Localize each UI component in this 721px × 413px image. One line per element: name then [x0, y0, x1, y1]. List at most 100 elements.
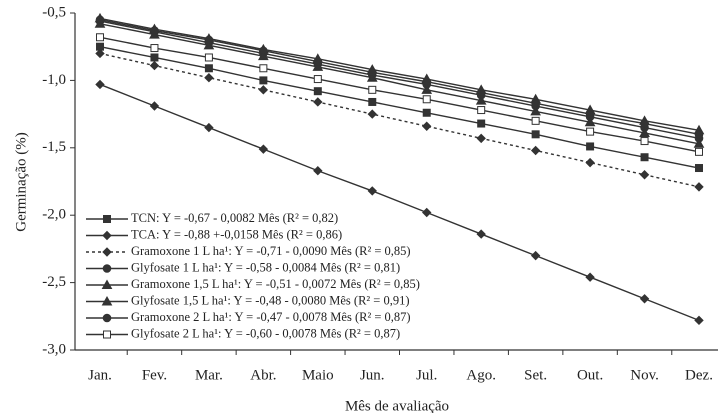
data-point: [475, 95, 487, 105]
x-tick-label: Jun.: [360, 367, 385, 383]
data-point: [258, 144, 269, 154]
y-tick-label: -2,0: [42, 207, 66, 223]
data-point: [531, 99, 540, 108]
data-point: [639, 127, 650, 137]
data-point: [368, 97, 377, 106]
y-tick-label: -1,0: [42, 72, 66, 88]
data-point: [259, 46, 268, 56]
legend-marker: [102, 264, 112, 273]
data-point: [312, 61, 324, 71]
data-point: [422, 77, 432, 87]
data-point: [586, 127, 595, 136]
x-tick-label: Maio: [302, 367, 334, 383]
data-point: [204, 35, 214, 45]
data-point: [368, 85, 377, 94]
x-axis-title: Mês de avaliação: [345, 398, 449, 413]
data-point: [476, 229, 486, 239]
legend-label: Gramoxone 2 L ha¹: Y = -0,47 - 0,0078 Mê…: [131, 310, 411, 324]
data-point: [258, 50, 269, 61]
y-tick-label: -1,5: [42, 139, 66, 155]
data-point: [204, 64, 213, 73]
legend-marker: [101, 279, 113, 289]
legend-label: TCA: Y = -0,88 +-0,0158 Mês (R² = 0,86): [131, 227, 342, 241]
legend-marker: [102, 230, 112, 241]
data-point: [639, 294, 650, 304]
data-point: [695, 147, 703, 156]
y-tick-label: -3,0: [42, 341, 66, 357]
data-point: [204, 72, 214, 83]
x-tick-label: Fev.: [142, 367, 167, 383]
data-point: [313, 97, 323, 107]
legend-label: TCN: Y = -0,67 - 0,0082 Mês (R² = 0,82): [131, 211, 338, 225]
data-point: [422, 121, 432, 131]
y-tick-label: -2,5: [42, 274, 66, 290]
data-point: [586, 142, 595, 151]
legend-marker: [102, 313, 112, 323]
data-point: [259, 64, 268, 73]
series-line: [99, 19, 700, 136]
data-point: [585, 272, 595, 282]
series-line: [99, 23, 700, 145]
data-point: [421, 84, 433, 94]
data-point: [259, 76, 268, 85]
data-point: [95, 79, 105, 90]
data-point: [150, 26, 159, 35]
data-point: [367, 68, 377, 77]
data-point: [150, 53, 159, 62]
data-point: [584, 116, 596, 127]
data-point: [149, 101, 160, 111]
legend-label: Glyfosate 2 L ha¹: Y = -0,60 - 0,0078 Mê…: [131, 326, 400, 340]
data-point: [95, 15, 105, 25]
x-tick-label: Set.: [524, 367, 547, 383]
data-point: [313, 57, 323, 66]
data-point: [476, 88, 486, 97]
data-point: [477, 106, 486, 115]
data-point: [204, 122, 214, 133]
x-tick-label: Jul.: [416, 367, 437, 383]
legend-marker: [103, 215, 111, 223]
data-point: [693, 138, 705, 148]
series-line: [99, 83, 700, 321]
series-line: [99, 46, 700, 169]
x-tick-label: Jan.: [88, 367, 112, 383]
legend-label: Gramoxone 1 L ha¹: Y = -0,71 - 0,0090 Mê…: [131, 244, 411, 258]
data-point: [313, 166, 323, 176]
data-point: [422, 95, 431, 104]
data-point: [366, 72, 378, 82]
data-point: [96, 33, 104, 42]
data-point: [150, 44, 159, 53]
data-point: [585, 109, 595, 119]
data-point: [694, 315, 704, 326]
data-point: [585, 157, 595, 168]
data-point: [204, 53, 213, 62]
y-axis-title: Germinação (%): [13, 132, 29, 232]
series-line: [99, 52, 700, 188]
data-point: [367, 109, 377, 119]
data-point: [203, 39, 215, 50]
x-tick-label: Dez.: [685, 367, 713, 383]
legend-marker: [103, 330, 111, 339]
legend-label: Gramoxone 1,5 L ha¹: Y = -0,51 - 0,0072 …: [131, 277, 420, 291]
data-point: [530, 105, 541, 116]
legend-label: Glyfosate 1 L ha¹: Y = -0,58 - 0,0084 Mê…: [131, 260, 400, 274]
x-tick-label: Abr.: [250, 367, 276, 383]
data-point: [149, 60, 160, 71]
data-point: [367, 186, 377, 196]
legend-marker: [101, 295, 113, 306]
data-point: [531, 116, 540, 125]
data-point: [422, 207, 432, 218]
data-point: [639, 170, 650, 180]
data-point: [313, 75, 322, 84]
data-point: [476, 133, 486, 144]
data-point: [640, 153, 649, 162]
legend-marker: [102, 247, 112, 257]
data-point: [694, 182, 704, 192]
data-point: [640, 119, 649, 128]
x-tick-label: Nov.: [630, 367, 659, 383]
data-point: [313, 87, 322, 96]
data-point: [530, 145, 541, 156]
data-point: [422, 108, 431, 117]
data-point: [531, 130, 540, 139]
series-line: [99, 20, 700, 140]
